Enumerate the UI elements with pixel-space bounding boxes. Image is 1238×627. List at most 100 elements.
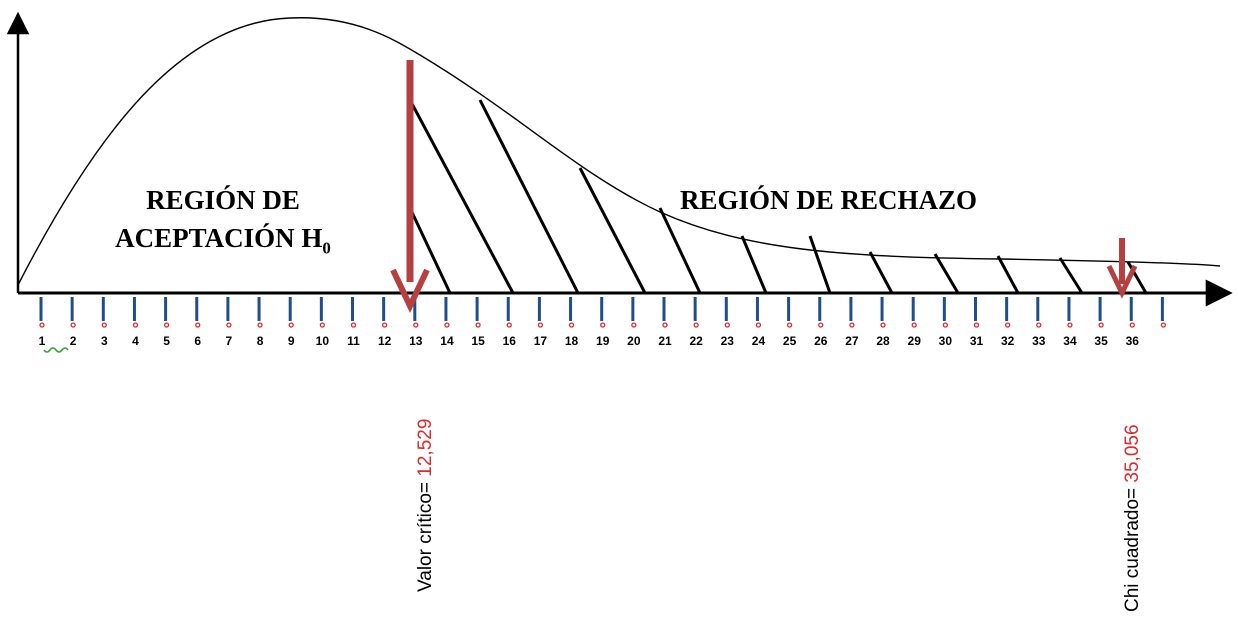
- chi-square-label: Chi cuadrado= 35,056: [1122, 424, 1143, 612]
- tick-label: 34: [1063, 334, 1077, 348]
- acceptance-label-line2: ACEPTACIÓN H0: [92, 219, 354, 267]
- density-curve: [17, 17, 1221, 286]
- tick-dot: [1160, 322, 1167, 328]
- tick-label: 20: [627, 334, 641, 348]
- tick-dot: [973, 322, 980, 328]
- tick-label: 12: [378, 334, 392, 348]
- chi-square-arrow: [1106, 238, 1138, 299]
- tick-dot: [662, 322, 668, 328]
- tick-dot: [350, 322, 357, 328]
- critical-value-caption: Valor crítico=: [415, 477, 436, 592]
- tick-label: 19: [596, 334, 610, 348]
- critical-value-label: Valor crítico= 12,529: [415, 419, 436, 592]
- tick-dot: [1067, 322, 1073, 328]
- tick-label: 9: [288, 334, 295, 348]
- critical-value-number: 12,529: [415, 419, 436, 477]
- tick-dot: [288, 322, 294, 328]
- tick-dot: [39, 322, 45, 328]
- tick-dot: [911, 322, 917, 328]
- tick-label: 33: [1032, 334, 1046, 348]
- tick-label: 23: [721, 334, 735, 348]
- hatch-line: [808, 235, 832, 294]
- tick-label: 22: [689, 334, 703, 348]
- tick-label: 1: [39, 334, 46, 348]
- tick-dot: [475, 322, 481, 328]
- tick-dot: [257, 322, 263, 328]
- tick-dot: [818, 322, 824, 328]
- hatch-line: [996, 255, 1020, 294]
- acceptance-label-line1: REGIÓN DE: [146, 185, 300, 215]
- tick-label: 11: [347, 334, 360, 348]
- acceptance-region-label: REGIÓN DE ACEPTACIÓN H0: [92, 181, 354, 267]
- tick-dot: [101, 322, 107, 328]
- tick-dot: [693, 322, 699, 328]
- chi-square-caption: Chi cuadrado=: [1122, 483, 1143, 612]
- hatch-line: [1058, 257, 1084, 294]
- tick-label: 17: [534, 334, 548, 348]
- tick-label: 24: [752, 334, 766, 348]
- tick-dot: [226, 322, 232, 328]
- hatch-line: [478, 99, 580, 294]
- tick-label: 5: [163, 334, 170, 348]
- tick-dot: [195, 322, 201, 328]
- chi-square-number: 35,056: [1122, 424, 1143, 482]
- tick-label: 27: [845, 334, 859, 348]
- tick-label: 2: [70, 334, 77, 348]
- tick-dot: [1129, 322, 1135, 328]
- tick-dot: [163, 322, 170, 328]
- tick-label: 10: [316, 334, 330, 348]
- tick-dot: [849, 322, 855, 328]
- tick-dot: [568, 322, 575, 328]
- tick-dot: [444, 322, 450, 328]
- tick-dot: [942, 322, 948, 328]
- tick-dot: [755, 322, 762, 328]
- acceptance-label-text: ACEPTACIÓN H: [115, 223, 323, 253]
- tick-label: 8: [257, 334, 264, 348]
- spellcheck-squiggle: [43, 347, 69, 353]
- tick-label: 15: [471, 334, 485, 348]
- rejection-region-label: REGIÓN DE RECHAZO: [680, 185, 978, 215]
- tick-label: 30: [939, 334, 953, 348]
- tick-dot: [319, 322, 326, 328]
- tick-label: 35: [1094, 334, 1108, 348]
- tick-label: 16: [503, 334, 517, 348]
- tick-dot: [537, 322, 544, 328]
- tick-label: 3: [101, 334, 108, 348]
- hatch-line: [933, 253, 960, 294]
- tick-label: 18: [565, 334, 579, 348]
- tick-label: 28: [876, 334, 890, 348]
- hatch-line: [408, 207, 452, 294]
- tick-label: 14: [440, 334, 454, 348]
- critical-value-arrow: [390, 60, 430, 314]
- acceptance-label-subscript: 0: [322, 238, 331, 258]
- tick-dot: [724, 322, 730, 328]
- tick-label: 29: [908, 334, 922, 348]
- tick-dot: [1036, 322, 1042, 328]
- tick-label: 21: [658, 334, 672, 348]
- tick-label: 32: [1001, 334, 1015, 348]
- tick-label: 36: [1126, 334, 1140, 348]
- tick-label: 6: [194, 334, 201, 348]
- rejection-hatching: [408, 99, 1148, 294]
- tick-dot: [631, 322, 637, 328]
- tick-label: 13: [409, 334, 423, 348]
- tick-dot: [880, 322, 886, 328]
- tick-label: 25: [783, 334, 797, 348]
- hatch-line: [868, 251, 894, 294]
- hatch-line: [408, 99, 515, 294]
- tick-dot: [786, 322, 793, 328]
- tick-dot: [70, 322, 76, 328]
- tick-dot: [132, 322, 139, 328]
- tick-label: 26: [814, 334, 828, 348]
- hatch-line: [658, 207, 702, 294]
- tick-label: 7: [226, 334, 233, 348]
- hatch-line: [578, 167, 647, 294]
- tick-label: 4: [132, 334, 139, 348]
- x-axis-ticks: 1 2 3 4 5 6 7 8 9 10 11 12 13 14 15 16 17 18 19 20 21 22 23 24 2…: [39, 297, 1167, 348]
- tick-dot: [413, 322, 419, 328]
- tick-dot: [600, 322, 606, 328]
- tick-dot: [1098, 322, 1104, 328]
- hatch-line: [1126, 261, 1148, 294]
